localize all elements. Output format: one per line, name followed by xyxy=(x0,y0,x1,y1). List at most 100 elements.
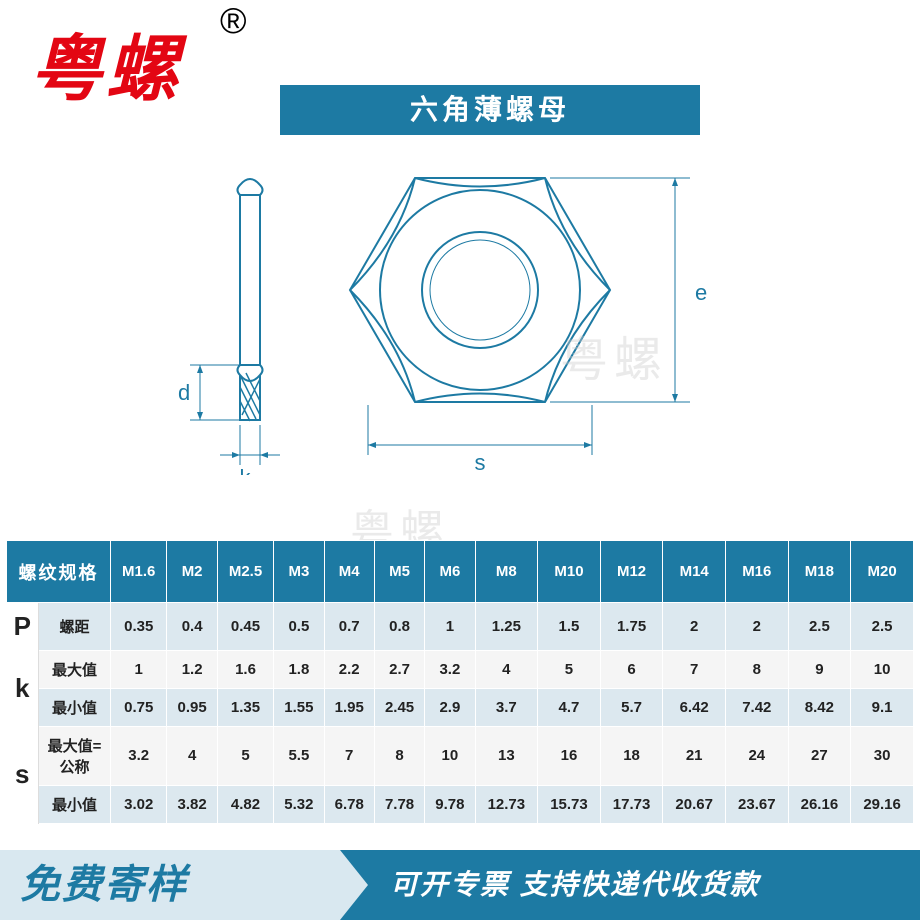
registered-mark: ® xyxy=(220,0,247,42)
cell: 0.45 xyxy=(217,603,273,651)
cell: 1 xyxy=(111,650,167,688)
cell: 18 xyxy=(600,726,663,785)
table-header-row: 螺纹规格 M1.6M2M2.5M3M4M5M6M8M10M12M14M16M18… xyxy=(7,541,914,603)
dim-s-label: s xyxy=(475,450,486,475)
cell: 9 xyxy=(788,650,851,688)
cell: 8.42 xyxy=(788,688,851,726)
row-label: 最大值 xyxy=(39,650,111,688)
col-header: M8 xyxy=(475,541,538,603)
cell: 3.2 xyxy=(111,726,167,785)
cell: 2.7 xyxy=(374,650,424,688)
cell: 1.55 xyxy=(274,688,324,726)
col-header: M2 xyxy=(167,541,217,603)
cell: 3.02 xyxy=(111,785,167,823)
product-title: 六角薄螺母 xyxy=(280,85,700,135)
cell: 0.5 xyxy=(274,603,324,651)
table-row: s最大值=公称3.2455.5781013161821242730 xyxy=(7,726,914,785)
cell: 1.8 xyxy=(274,650,324,688)
cell: 8 xyxy=(374,726,424,785)
cell: 3.2 xyxy=(425,650,475,688)
row-label: 最大值=公称 xyxy=(39,726,111,785)
cell: 10 xyxy=(425,726,475,785)
cell: 0.35 xyxy=(111,603,167,651)
cell: 1.2 xyxy=(167,650,217,688)
cell: 7 xyxy=(324,726,374,785)
dim-e-label: e xyxy=(695,280,707,305)
cell: 6.78 xyxy=(324,785,374,823)
group-symbol: s xyxy=(7,726,39,823)
cell: 1 xyxy=(425,603,475,651)
cell: 24 xyxy=(725,726,788,785)
group-symbol: k xyxy=(7,650,39,726)
cell: 1.75 xyxy=(600,603,663,651)
col-header: M20 xyxy=(851,541,914,603)
cell: 9.78 xyxy=(425,785,475,823)
nut-diagram: d k s e xyxy=(150,155,770,475)
cell: 8 xyxy=(725,650,788,688)
cell: 3.7 xyxy=(475,688,538,726)
cell: 23.67 xyxy=(725,785,788,823)
col-header: M5 xyxy=(374,541,424,603)
cell: 7.78 xyxy=(374,785,424,823)
cell: 20.67 xyxy=(663,785,726,823)
table-row: 最小值3.023.824.825.326.787.789.7812.7315.7… xyxy=(7,785,914,823)
footer-banner: 免费寄样 可开专票 支持快递代收货款 xyxy=(0,850,920,920)
table-row: k最大值11.21.61.82.22.73.245678910 xyxy=(7,650,914,688)
cell: 5.7 xyxy=(600,688,663,726)
brand-name: 粤螺 xyxy=(30,30,182,110)
col-header: M10 xyxy=(538,541,601,603)
cell: 16 xyxy=(538,726,601,785)
cell: 1.35 xyxy=(217,688,273,726)
cell: 0.7 xyxy=(324,603,374,651)
cell: 27 xyxy=(788,726,851,785)
cell: 4 xyxy=(167,726,217,785)
cell: 1.6 xyxy=(217,650,273,688)
col-header: M2.5 xyxy=(217,541,273,603)
col-header: M12 xyxy=(600,541,663,603)
col-header: M1.6 xyxy=(111,541,167,603)
table-row: P螺距0.350.40.450.50.70.811.251.51.75222.5… xyxy=(7,603,914,651)
cell: 12.73 xyxy=(475,785,538,823)
footer-left: 免费寄样 xyxy=(0,850,340,920)
table-body: P螺距0.350.40.450.50.70.811.251.51.75222.5… xyxy=(7,603,914,824)
col-header: M16 xyxy=(725,541,788,603)
cell: 5.5 xyxy=(274,726,324,785)
row-label: 最小值 xyxy=(39,688,111,726)
header-first: 螺纹规格 xyxy=(7,541,111,603)
cell: 10 xyxy=(851,650,914,688)
cell: 0.75 xyxy=(111,688,167,726)
cell: 5 xyxy=(217,726,273,785)
cell: 7 xyxy=(663,650,726,688)
cell: 7.42 xyxy=(725,688,788,726)
dim-k-label: k xyxy=(240,465,252,475)
brand-logo: 粤螺 xyxy=(30,10,182,115)
cell: 1.95 xyxy=(324,688,374,726)
cell: 2.5 xyxy=(851,603,914,651)
cell: 4.7 xyxy=(538,688,601,726)
cell: 30 xyxy=(851,726,914,785)
col-header: M6 xyxy=(425,541,475,603)
cell: 1.25 xyxy=(475,603,538,651)
cell: 13 xyxy=(475,726,538,785)
cell: 2.5 xyxy=(788,603,851,651)
row-label: 螺距 xyxy=(39,603,111,651)
cell: 2 xyxy=(663,603,726,651)
cell: 5 xyxy=(538,650,601,688)
cell: 3.82 xyxy=(167,785,217,823)
group-symbol: P xyxy=(7,603,39,651)
row-label: 最小值 xyxy=(39,785,111,823)
cell: 2 xyxy=(725,603,788,651)
cell: 17.73 xyxy=(600,785,663,823)
table-row: 最小值0.750.951.351.551.952.452.93.74.75.76… xyxy=(7,688,914,726)
cell: 5.32 xyxy=(274,785,324,823)
dim-d-label: d xyxy=(178,380,190,405)
cell: 29.16 xyxy=(851,785,914,823)
cell: 4 xyxy=(475,650,538,688)
cell: 0.4 xyxy=(167,603,217,651)
col-header: M4 xyxy=(324,541,374,603)
cell: 2.45 xyxy=(374,688,424,726)
cell: 1.5 xyxy=(538,603,601,651)
cell: 0.8 xyxy=(374,603,424,651)
footer-right: 可开专票 支持快递代收货款 xyxy=(340,850,920,920)
spec-table: 螺纹规格 M1.6M2M2.5M3M4M5M6M8M10M12M14M16M18… xyxy=(6,540,914,824)
